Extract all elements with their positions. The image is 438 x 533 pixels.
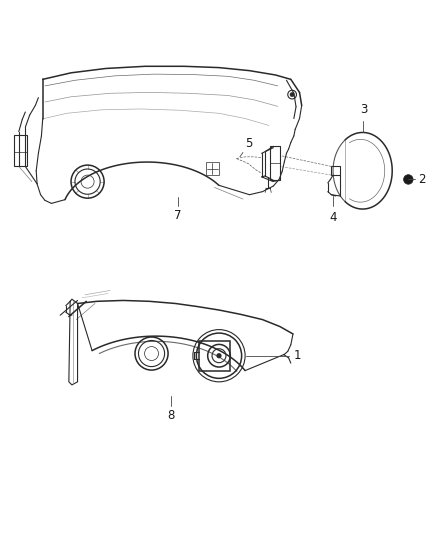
Bar — [331, 166, 340, 175]
Circle shape — [290, 92, 294, 97]
Text: 4: 4 — [330, 211, 337, 224]
Bar — [270, 147, 280, 180]
Text: 1: 1 — [294, 349, 301, 362]
Text: 8: 8 — [167, 409, 175, 422]
Text: 7: 7 — [174, 209, 181, 222]
Bar — [206, 162, 219, 175]
Text: 5: 5 — [245, 137, 252, 150]
Text: 2: 2 — [418, 173, 426, 186]
Text: 3: 3 — [360, 103, 367, 116]
Bar — [199, 341, 230, 370]
Bar — [14, 135, 27, 166]
Circle shape — [216, 353, 222, 358]
Circle shape — [403, 175, 413, 184]
